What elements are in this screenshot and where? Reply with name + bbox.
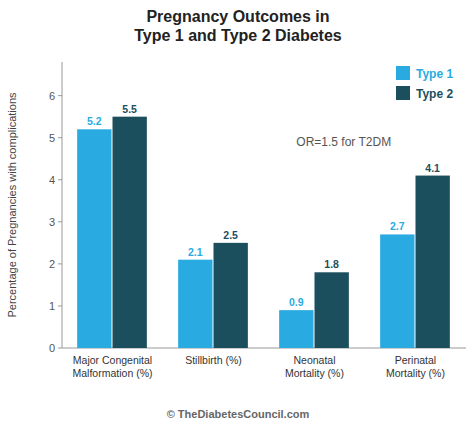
annotation: OR=1.5 for T2DM bbox=[296, 135, 391, 149]
bar bbox=[113, 117, 147, 348]
data-labels: 5.2 2.1 0.9 2.7 5.5 2.5 1.8 4.1 bbox=[87, 103, 440, 308]
title: Pregnancy Outcomes inType 1 and Type 2 D… bbox=[134, 8, 342, 44]
legend-swatch bbox=[396, 66, 410, 80]
bar bbox=[178, 260, 212, 348]
data-label: 2.5 bbox=[223, 229, 238, 241]
x-tick-label: PerinatalMortality (%) bbox=[386, 354, 445, 379]
data-label: 2.7 bbox=[390, 220, 405, 232]
bar bbox=[315, 272, 349, 348]
bars bbox=[77, 117, 450, 348]
legend-label: Type 2 bbox=[416, 87, 453, 101]
y-axis-label: Percentage of Pregnancies with complicat… bbox=[6, 92, 18, 318]
y-tick-label: 6 bbox=[49, 90, 55, 102]
bar bbox=[380, 234, 414, 348]
bar bbox=[214, 243, 248, 348]
footer-text: © TheDiabetesCouncil.com bbox=[167, 408, 310, 420]
y-axis: 0 1 2 3 4 5 6 bbox=[49, 62, 62, 354]
chart-container: Pregnancy Outcomes inType 1 and Type 2 D… bbox=[0, 0, 476, 428]
y-tick bbox=[58, 305, 62, 306]
data-label: 5.2 bbox=[87, 115, 102, 127]
y-tick bbox=[58, 348, 62, 349]
y-tick bbox=[58, 179, 62, 180]
legend: Type 1 Type 2 bbox=[396, 66, 453, 101]
legend-label: Type 1 bbox=[416, 67, 453, 81]
y-tick bbox=[58, 95, 62, 96]
y-tick-label: 1 bbox=[49, 300, 55, 312]
data-label: 2.1 bbox=[188, 246, 203, 258]
y-tick-label: 0 bbox=[49, 342, 55, 354]
y-tick-label: 4 bbox=[49, 174, 55, 186]
y-tick bbox=[58, 221, 62, 222]
data-label: 1.8 bbox=[324, 258, 339, 270]
bar bbox=[279, 310, 313, 348]
legend-swatch bbox=[396, 86, 410, 100]
data-label: 4.1 bbox=[425, 162, 440, 174]
bar bbox=[77, 129, 111, 348]
y-tick bbox=[58, 137, 62, 138]
x-tick-label: NeonatalMortality (%) bbox=[285, 354, 344, 379]
y-tick bbox=[58, 263, 62, 264]
y-axis-line bbox=[62, 62, 63, 348]
y-tick-label: 5 bbox=[49, 132, 55, 144]
y-tick-label: 3 bbox=[49, 216, 55, 228]
data-label: 0.9 bbox=[289, 296, 304, 308]
chart-svg: Pregnancy Outcomes inType 1 and Type 2 D… bbox=[0, 0, 476, 428]
bar bbox=[416, 176, 450, 348]
y-tick-label: 2 bbox=[49, 258, 55, 270]
x-tick-label: Major CongenitalMalformation (%) bbox=[73, 354, 153, 379]
x-tick-label: Stillbirth (%) bbox=[185, 354, 242, 366]
data-label: 5.5 bbox=[122, 103, 137, 115]
